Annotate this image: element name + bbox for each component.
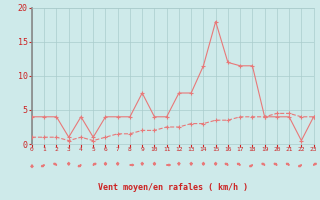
Text: Vent moyen/en rafales ( km/h ): Vent moyen/en rafales ( km/h ) [98,183,248,192]
